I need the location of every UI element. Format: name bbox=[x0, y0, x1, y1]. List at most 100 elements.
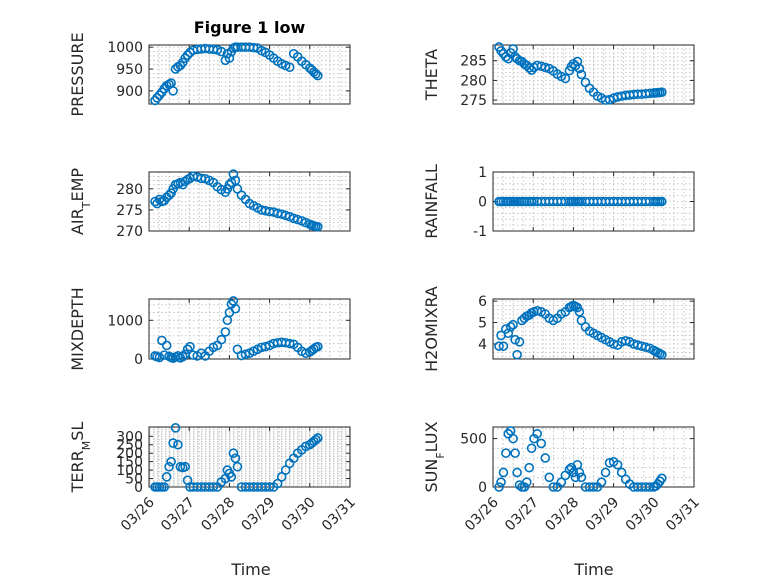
x-tick-label: 03/26 bbox=[118, 494, 158, 534]
data-point bbox=[216, 334, 227, 345]
data-point bbox=[226, 472, 237, 482]
data-point bbox=[548, 482, 559, 492]
data-point bbox=[536, 438, 547, 449]
data-point bbox=[510, 448, 520, 458]
data-point bbox=[152, 93, 162, 103]
data-point bbox=[540, 62, 551, 73]
data-point bbox=[280, 210, 291, 221]
data-point bbox=[532, 305, 543, 316]
data-point bbox=[596, 477, 607, 487]
data-point bbox=[521, 477, 532, 487]
data-point bbox=[164, 461, 174, 472]
data-point bbox=[612, 459, 623, 470]
data-point bbox=[260, 341, 271, 352]
x-tick-label: 03/30 bbox=[279, 495, 319, 535]
data-point bbox=[512, 467, 522, 478]
y-axis-label: TERRMSL bbox=[68, 422, 93, 494]
data-point bbox=[168, 86, 178, 96]
data-point bbox=[272, 478, 283, 489]
data-point bbox=[574, 467, 585, 478]
data-point bbox=[313, 221, 323, 232]
data-point bbox=[168, 438, 178, 448]
data-point bbox=[230, 303, 241, 314]
y-tick-label: 5 bbox=[478, 316, 487, 332]
data-point bbox=[657, 473, 667, 484]
data-point bbox=[170, 423, 181, 433]
subplot-mixdepth: 0 1000 MIXDEPTH bbox=[68, 287, 351, 371]
data-point bbox=[173, 439, 183, 450]
axes-frame bbox=[148, 171, 351, 232]
subplot-h2omixra: 4 5 6 H2OMIXRA bbox=[422, 286, 695, 372]
data-point bbox=[157, 335, 167, 346]
subplot-terr-msl: 03/26 03/27 03/28 03/29 03/30 03/31 0501001502… bbox=[68, 422, 359, 535]
y-tick-label: 300 bbox=[116, 429, 143, 445]
y-axis-label: SUNFLUX bbox=[422, 421, 447, 492]
data-point bbox=[620, 335, 631, 346]
data-point bbox=[284, 62, 295, 73]
y-axis-label: MIXDEPTH bbox=[68, 287, 87, 370]
axes-frame bbox=[492, 298, 695, 360]
y-tick-label: 0 bbox=[478, 480, 487, 496]
data-point bbox=[161, 340, 172, 351]
data-point bbox=[600, 467, 611, 478]
y-tick-label: 0 bbox=[478, 195, 487, 211]
data-point bbox=[501, 448, 511, 458]
y-tick-label: 200 bbox=[116, 446, 143, 462]
y-tick-label: 0 bbox=[134, 352, 143, 368]
x-tick-label: 03/31 bbox=[663, 495, 703, 535]
data-point bbox=[220, 327, 231, 337]
y-tick-label: 500 bbox=[460, 432, 487, 448]
x-axis-label-left: Time bbox=[230, 560, 270, 579]
data-point bbox=[313, 433, 323, 443]
y-tick-label: 1000 bbox=[107, 40, 143, 56]
data-point bbox=[496, 46, 506, 56]
data-point bbox=[182, 50, 193, 60]
subplot-theta: 275 280 285 THETA bbox=[422, 42, 695, 109]
data-point bbox=[494, 482, 504, 492]
data-point bbox=[526, 443, 537, 454]
x-tick-label: 03/27 bbox=[502, 495, 542, 535]
y-tick-label: 1 bbox=[478, 165, 487, 181]
x-axis-label-right: Time bbox=[573, 560, 613, 579]
x-tick-label: 03/26 bbox=[462, 494, 502, 534]
data-point bbox=[177, 351, 188, 362]
chart-title: Figure 1 low bbox=[194, 18, 306, 37]
data-point bbox=[228, 169, 239, 179]
y-tick-label: 285 bbox=[460, 54, 487, 70]
data-point bbox=[568, 467, 579, 478]
y-tick-label: 280 bbox=[460, 73, 487, 89]
data-point bbox=[514, 337, 525, 347]
data-point bbox=[232, 461, 243, 472]
data-point bbox=[616, 467, 627, 478]
data-point bbox=[505, 322, 516, 332]
data-point bbox=[185, 341, 195, 352]
data-point bbox=[544, 472, 555, 483]
data-point bbox=[161, 472, 172, 482]
data-point bbox=[588, 482, 599, 492]
y-tick-label: 900 bbox=[116, 84, 143, 100]
y-tick-label: 250 bbox=[116, 438, 143, 454]
data-point bbox=[574, 307, 585, 317]
x-tick-label: 03/29 bbox=[583, 495, 623, 535]
y-axis-label: PRESSURE bbox=[68, 32, 87, 116]
data-point bbox=[224, 53, 235, 63]
y-tick-label: 275 bbox=[460, 93, 487, 109]
y-tick-label: 1000 bbox=[107, 313, 143, 329]
data-point bbox=[574, 63, 585, 74]
y-tick-label: 4 bbox=[478, 337, 487, 353]
y-tick-label: 950 bbox=[116, 62, 143, 78]
data-point bbox=[556, 477, 567, 487]
x-tick-label: 03/31 bbox=[319, 495, 359, 535]
x-tick-label: 03/29 bbox=[239, 495, 279, 535]
data-point bbox=[284, 338, 295, 349]
data-point bbox=[313, 341, 323, 352]
subplot-sun-flux: 03/26 03/27 03/28 03/29 03/30 03/31 0 500 SUNFLU… bbox=[422, 421, 703, 534]
data-point bbox=[519, 482, 530, 492]
data-point bbox=[644, 482, 655, 492]
data-point bbox=[496, 477, 506, 487]
y-tick-label: 275 bbox=[116, 203, 143, 219]
data-point bbox=[498, 467, 509, 478]
axes-frame bbox=[492, 44, 695, 105]
data-point bbox=[524, 462, 534, 473]
